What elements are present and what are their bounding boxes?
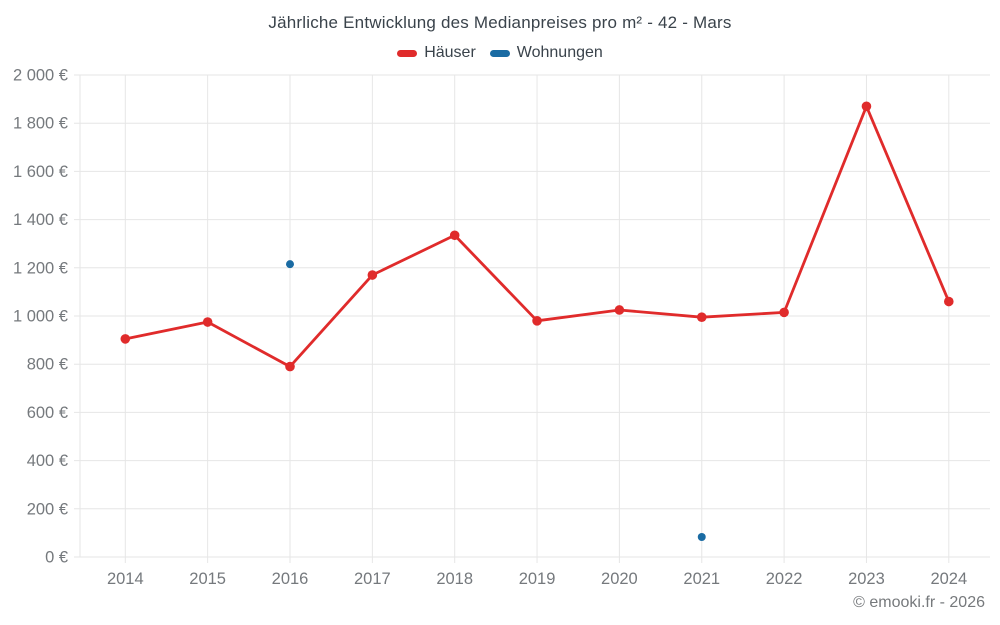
- x-tick-label-2017: 2017: [354, 570, 391, 588]
- y-tick-label-2000: 2 000 €: [13, 67, 68, 85]
- legend-swatch-haeuser: [397, 49, 418, 57]
- x-tick-label-2023: 2023: [848, 570, 885, 588]
- data-point-haeuser-2014[interactable]: [120, 334, 131, 344]
- x-tick-label-2018: 2018: [436, 570, 473, 588]
- data-point-haeuser-2020[interactable]: [614, 305, 625, 315]
- data-point-haeuser-2015[interactable]: [202, 317, 213, 327]
- x-tick-label-2015: 2015: [189, 570, 226, 588]
- data-point-wohnungen-2021[interactable]: [697, 532, 706, 541]
- data-point-haeuser-2023[interactable]: [861, 101, 872, 112]
- data-point-wohnungen-2016[interactable]: [286, 260, 294, 269]
- data-point-haeuser-2022[interactable]: [779, 307, 789, 318]
- x-tick-label-2016: 2016: [272, 570, 309, 588]
- data-point-haeuser-2021[interactable]: [696, 312, 707, 323]
- legend-item-wohnungen[interactable]: Wohnungen: [489, 44, 603, 62]
- x-tick-label-2021: 2021: [683, 570, 720, 588]
- data-point-haeuser-2016[interactable]: [285, 361, 295, 372]
- chart-title: Jährliche Entwicklung des Medianpreises …: [268, 13, 732, 32]
- y-tick-label-1200: 1 200 €: [13, 259, 68, 277]
- data-point-haeuser-2019[interactable]: [532, 316, 542, 326]
- data-point-haeuser-2018[interactable]: [449, 230, 460, 241]
- legend-item-haeuser[interactable]: Häuser: [397, 44, 476, 62]
- data-point-haeuser-2024[interactable]: [944, 296, 954, 307]
- x-tick-label-2024: 2024: [930, 570, 967, 588]
- y-tick-label-600: 600 €: [27, 404, 68, 422]
- y-tick-label-1400: 1 400 €: [13, 211, 68, 229]
- y-tick-label-1800: 1 800 €: [13, 115, 68, 133]
- x-tick-label-2022: 2022: [766, 570, 803, 588]
- y-tick-label-400: 400 €: [27, 452, 68, 470]
- legend-swatch-wohnungen: [489, 49, 510, 57]
- legend-label-haeuser: Häuser: [424, 44, 476, 61]
- copyright-footer: © emooki.fr - 2026: [853, 594, 985, 611]
- x-tick-label-2020: 2020: [601, 570, 638, 588]
- y-tick-label-1000: 1 000 €: [13, 308, 68, 326]
- y-tick-label-200: 200 €: [27, 500, 68, 518]
- x-tick-label-2019: 2019: [519, 570, 556, 588]
- y-tick-label-800: 800 €: [27, 356, 68, 374]
- chart-legend: Häuser Wohnungen: [0, 44, 1000, 62]
- x-tick-label-2014: 2014: [107, 570, 144, 588]
- y-tick-label-1600: 1 600 €: [13, 163, 68, 181]
- data-point-haeuser-2017[interactable]: [367, 270, 378, 280]
- y-tick-label-0: 0 €: [45, 549, 68, 567]
- legend-label-wohnungen: Wohnungen: [516, 44, 603, 61]
